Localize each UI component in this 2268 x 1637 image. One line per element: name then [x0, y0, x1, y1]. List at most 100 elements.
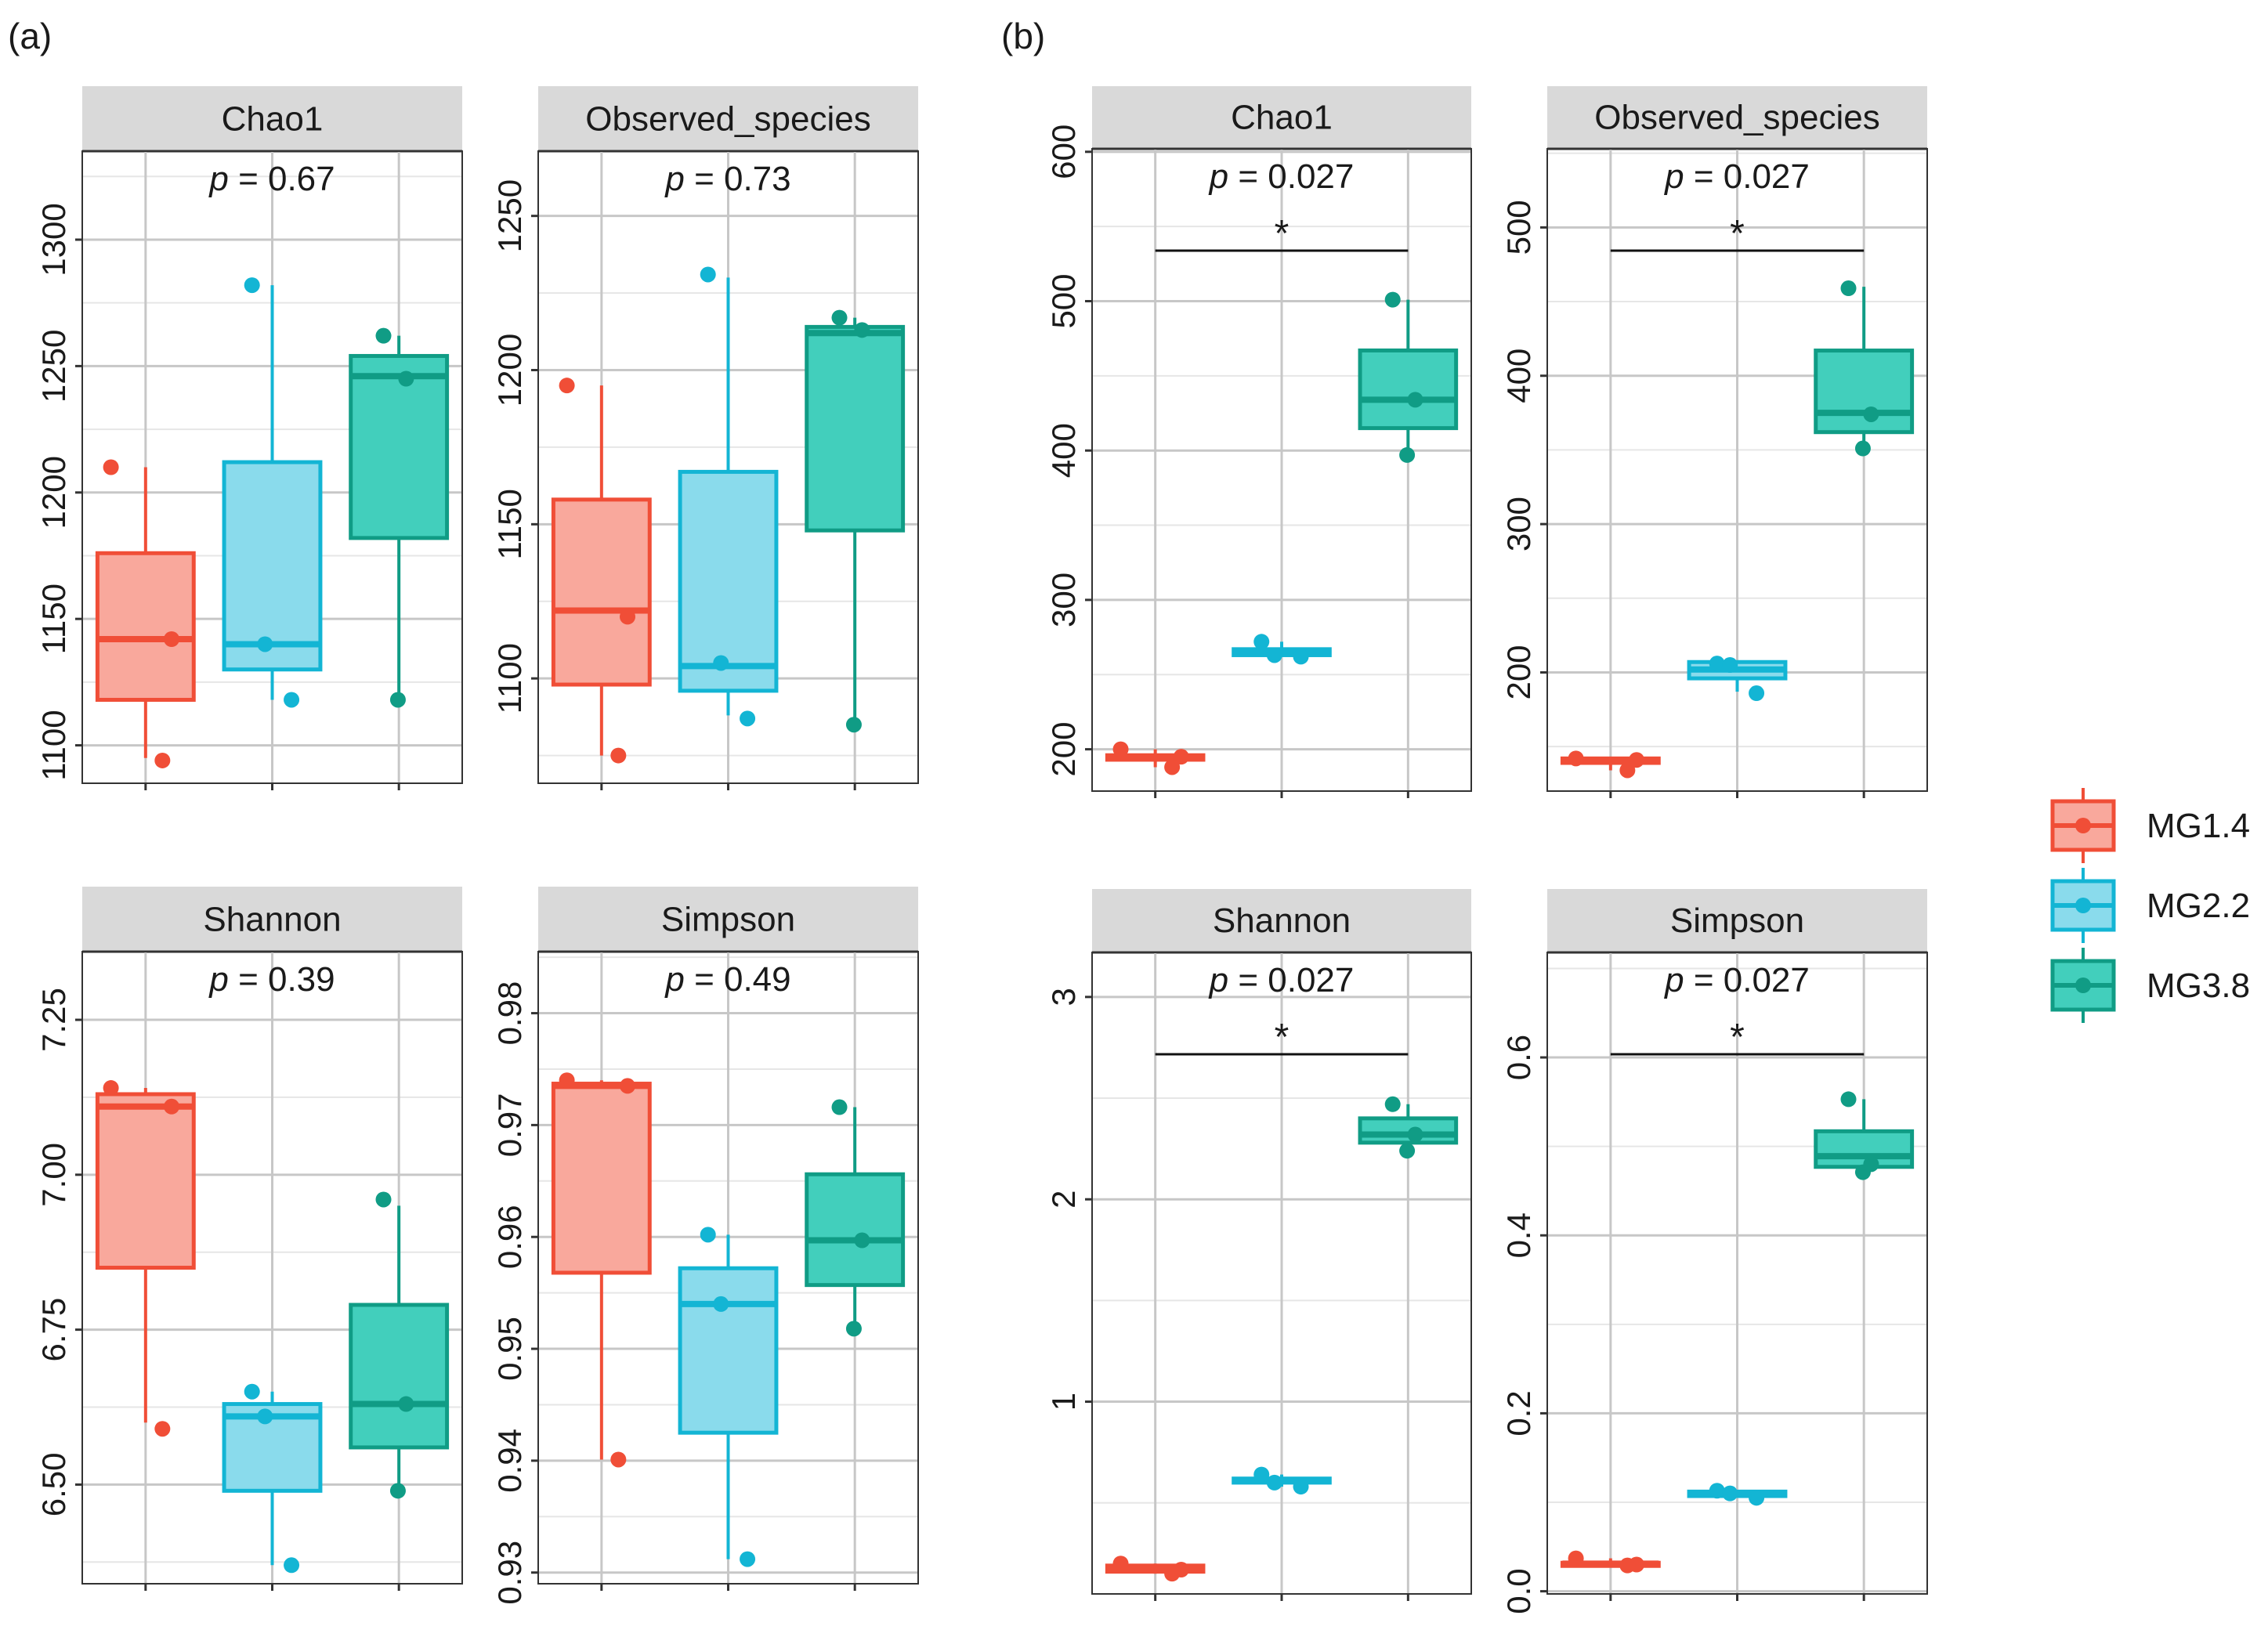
data-point — [831, 309, 848, 326]
data-point — [103, 459, 119, 475]
p-value-text: = 0.027 — [1684, 157, 1810, 196]
y-tick-label: 1200 — [491, 334, 528, 407]
data-point — [1266, 1474, 1282, 1491]
y-tick-label: 1200 — [35, 456, 72, 529]
y-tick-label: 0.97 — [491, 1093, 528, 1158]
data-point — [1568, 1550, 1584, 1567]
y-tick-label: 1250 — [491, 179, 528, 252]
y-tick-label: 0.4 — [1500, 1212, 1537, 1258]
facet-title: Chao1 — [222, 99, 324, 138]
y-tick-label: 300 — [1500, 497, 1537, 551]
y-tick-label: 1250 — [35, 330, 72, 403]
box-MG1.4 — [551, 378, 652, 764]
legend-point — [2075, 818, 2091, 833]
data-point — [1619, 1557, 1636, 1574]
box-MG1.4 — [1105, 1556, 1206, 1582]
box-MG2.2 — [678, 1227, 779, 1567]
y-tick-label: 200 — [1045, 722, 1082, 777]
data-point — [1384, 1096, 1401, 1112]
y-tick-label: 1100 — [35, 710, 72, 780]
data-point — [1722, 657, 1738, 674]
facet-strip — [1547, 86, 1927, 149]
data-point — [1629, 752, 1645, 768]
data-point — [1253, 1466, 1270, 1483]
data-point — [398, 1396, 414, 1412]
p-symbol: p — [664, 160, 684, 198]
data-point — [103, 1080, 119, 1097]
y-tick-label: 7.25 — [35, 988, 72, 1052]
box-MG1.4 — [1560, 750, 1661, 779]
data-point — [845, 1321, 862, 1337]
data-point — [398, 370, 414, 387]
facet-title: Observed_species — [585, 99, 870, 138]
data-point — [559, 1072, 575, 1089]
significance-star: * — [1275, 1017, 1290, 1058]
panel-border — [1546, 148, 1928, 792]
legend-point — [2075, 898, 2091, 913]
y-tick-label: 400 — [1500, 349, 1537, 403]
y-tick-label: 7.00 — [35, 1143, 72, 1207]
data-point — [740, 710, 756, 727]
facet-b-chao1: Chao1 200 300 400 500 600 p = 0.027 * — [1045, 86, 1472, 798]
facet-b-shannon: Shannon 1 2 3 p = 0.027 * — [1045, 889, 1472, 1601]
p-symbol: p — [1208, 157, 1228, 196]
data-point — [1854, 440, 1871, 457]
y-tick-label: 1150 — [35, 584, 72, 654]
y-tick-label: 6.50 — [35, 1453, 72, 1517]
p-symbol: p — [208, 160, 228, 198]
panel-border — [537, 150, 919, 784]
y-tick-label: 400 — [1045, 423, 1082, 478]
significance-star: * — [1275, 213, 1290, 255]
data-point — [1112, 741, 1129, 757]
data-point — [700, 266, 716, 283]
y-tick-label: 0.94 — [491, 1429, 528, 1493]
box-iqr — [349, 353, 450, 540]
facet-strip — [82, 86, 462, 151]
data-point — [1407, 1126, 1423, 1143]
data-point — [257, 636, 273, 652]
data-point — [389, 692, 406, 708]
data-point — [610, 747, 627, 764]
data-point — [1293, 649, 1309, 665]
data-point — [845, 717, 862, 733]
y-tick-label: 200 — [1500, 645, 1537, 699]
facet-b-observed_species: Observed_species 200 300 400 500 p = 0.027 * — [1500, 86, 1928, 798]
box-MG2.2 — [1232, 634, 1332, 665]
legend-key-MG2.2 — [2050, 868, 2116, 943]
data-point — [1253, 634, 1270, 650]
box-iqr — [222, 460, 323, 672]
p-value-label: p = 0.027 — [1208, 961, 1355, 999]
data-point — [154, 752, 171, 768]
legend: MG1.4 MG2.2 MG3.8 — [2050, 788, 2250, 1023]
box-iqr — [349, 1303, 450, 1450]
legend-label: MG1.4 — [2147, 807, 2250, 845]
facet-strip — [1547, 889, 1927, 952]
box-MG1.4 — [95, 1080, 196, 1437]
box-MG2.2 — [222, 277, 323, 708]
data-point — [154, 1421, 171, 1437]
p-value-label: p = 0.39 — [208, 960, 335, 999]
box-MG2.2 — [1232, 1466, 1332, 1495]
panel-border — [537, 951, 919, 1585]
data-point — [1863, 406, 1879, 422]
data-point — [620, 609, 636, 625]
data-point — [700, 1227, 716, 1243]
data-point — [1619, 762, 1636, 779]
data-point — [244, 277, 260, 294]
data-point — [740, 1551, 756, 1567]
p-value-label: p = 0.027 — [1663, 961, 1810, 999]
y-tick-label: 0.93 — [491, 1541, 528, 1605]
p-value-label: p = 0.73 — [664, 160, 790, 198]
data-point — [164, 631, 180, 648]
y-tick-label: 1100 — [491, 643, 528, 714]
p-value-label: p = 0.027 — [1208, 157, 1355, 196]
data-point — [1568, 750, 1584, 767]
data-point — [1266, 647, 1282, 663]
data-point — [284, 692, 300, 708]
p-symbol: p — [1663, 157, 1684, 196]
p-value-text: = 0.027 — [1228, 961, 1354, 999]
p-value-text: = 0.027 — [1684, 961, 1810, 999]
box-MG2.2 — [678, 266, 779, 727]
facet-a-simpson: Simpson 0.93 0.94 0.95 0.96 0.97 0.98 p = 0.49 — [491, 887, 919, 1605]
significance-star: * — [1730, 213, 1745, 255]
